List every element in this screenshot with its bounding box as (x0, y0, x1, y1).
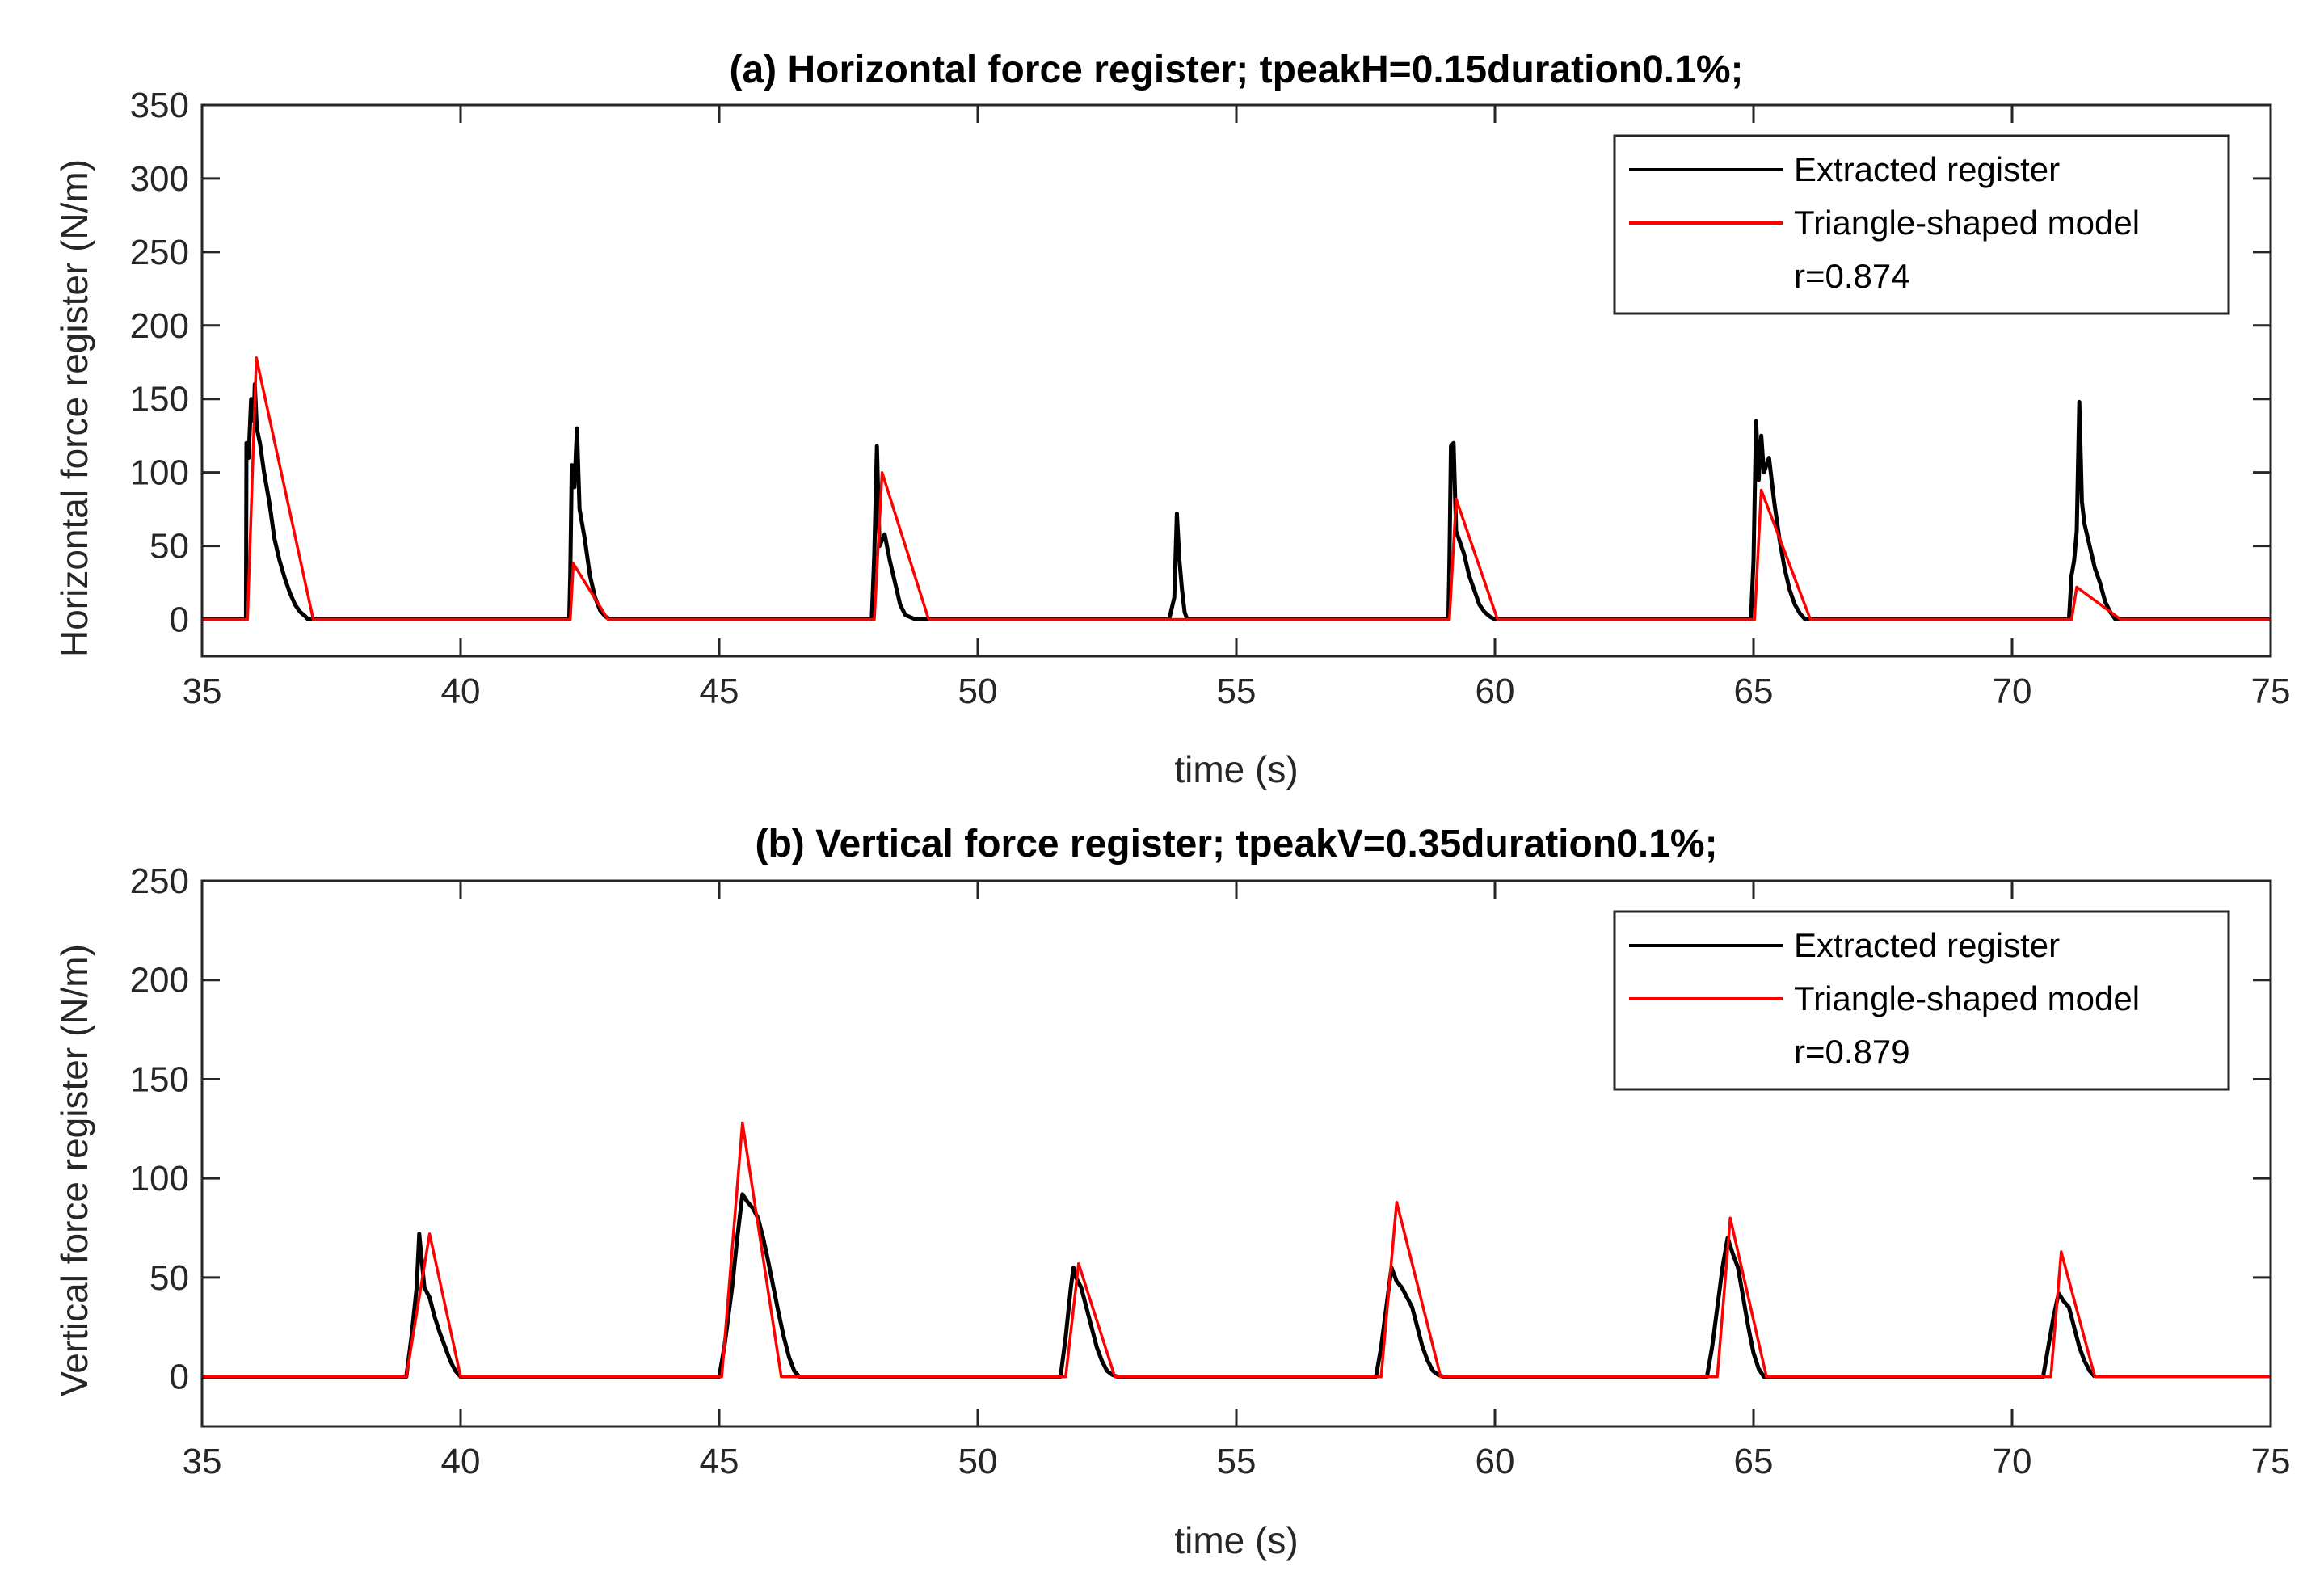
panel-b-ytick-label-200: 200 (130, 961, 189, 1000)
panel-a-series-model (202, 356, 2271, 621)
panel-b-xtick-label-50: 50 (958, 1442, 998, 1481)
panel-a-title: (a) Horizontal force register; tpeakH=0.… (730, 48, 1744, 91)
panel-a-xtick-label-75: 75 (2251, 672, 2291, 711)
panel-b-xtick-label-65: 65 (1734, 1442, 1774, 1481)
panel-a-ytick-label-0: 0 (170, 600, 189, 640)
panel-b-xtick-label-35: 35 (183, 1442, 222, 1481)
panel-b-title: (b) Vertical force register; tpeakV=0.35… (755, 823, 1717, 865)
panel-a-ytick-label-150: 150 (130, 380, 189, 419)
panel-b-series-model (202, 1121, 2271, 1379)
panel-a-xtick-label-65: 65 (1734, 672, 1774, 711)
panel-a-series-extracted (202, 382, 2271, 621)
panel-a-ytick-label-50: 50 (149, 527, 189, 566)
panel-a-legend: Extracted register Triangle-shaped model… (1613, 134, 2230, 315)
panel-a-xlabel: time (s) (1174, 748, 1298, 790)
panel-b-annotation-r: r=0.879 (1794, 1033, 1910, 1071)
panel-b-xtick-label-60: 60 (1476, 1442, 1515, 1481)
panel-b-legend: Extracted register Triangle-shaped model… (1613, 910, 2230, 1091)
panel-a-xtick-label-55: 55 (1217, 672, 1257, 711)
panel-b-legend-model: Triangle-shaped model (1794, 979, 2140, 1017)
panel-b-ytick-label-0: 0 (170, 1358, 189, 1397)
panel-b-ticks: 35 40 45 50 55 60 65 70 75 0 50 100 150 200 250 (130, 861, 2291, 1481)
panel-a-ytick-label-300: 300 (130, 159, 189, 199)
panel-a-ytick-label-350: 350 (130, 86, 189, 125)
panel-a-axes-box (200, 103, 2272, 658)
panel-b-ytick-label-50: 50 (149, 1258, 189, 1298)
panel-b-ytick-label-250: 250 (130, 861, 189, 901)
panel-b-ylabel: Vertical force register (N/m) (53, 944, 95, 1396)
panel-b-axes-box (200, 879, 2272, 1428)
panel-b-plot-area (202, 1121, 2271, 1379)
panel-a-ylabel: Horizontal force register (N/m) (53, 159, 95, 657)
panel-a: (a) Horizontal force register; tpeakH=0.… (53, 48, 2290, 790)
panel-a-xtick-label-60: 60 (1476, 672, 1515, 711)
panel-a-ytick-label-250: 250 (130, 233, 189, 272)
panel-b-xtick-label-40: 40 (441, 1442, 481, 1481)
panel-a-xtick-label-35: 35 (183, 672, 222, 711)
panel-b-xtick-label-45: 45 (700, 1442, 739, 1481)
panel-b-ytick-label-100: 100 (130, 1159, 189, 1198)
panel-a-ytick-label-100: 100 (130, 453, 189, 493)
panel-a-legend-extracted: Extracted register (1794, 150, 2060, 188)
panel-b-xlabel: time (s) (1174, 1519, 1298, 1561)
panel-a-ticks: 35 40 45 50 55 60 65 70 75 0 50 100 150 200 250 300 350 (130, 86, 2291, 711)
panel-b-legend-extracted: Extracted register (1794, 926, 2060, 964)
panel-a-annotation-r: r=0.874 (1794, 257, 1910, 295)
panel-a-xtick-label-70: 70 (1993, 672, 2032, 711)
panel-a-plot-area (202, 356, 2271, 621)
panel-b-ytick-label-150: 150 (130, 1059, 189, 1099)
panel-b-xtick-label-75: 75 (2251, 1442, 2291, 1481)
panel-a-xtick-label-50: 50 (958, 672, 998, 711)
panel-a-ytick-label-200: 200 (130, 306, 189, 346)
panel-a-xtick-label-45: 45 (700, 672, 739, 711)
panel-a-legend-model: Triangle-shaped model (1794, 204, 2140, 242)
panel-a-xtick-label-40: 40 (441, 672, 481, 711)
panel-b-xtick-label-70: 70 (1993, 1442, 2032, 1481)
panel-b-xtick-label-55: 55 (1217, 1442, 1257, 1481)
panel-b: (b) Vertical force register; tpeakV=0.35… (53, 823, 2290, 1561)
